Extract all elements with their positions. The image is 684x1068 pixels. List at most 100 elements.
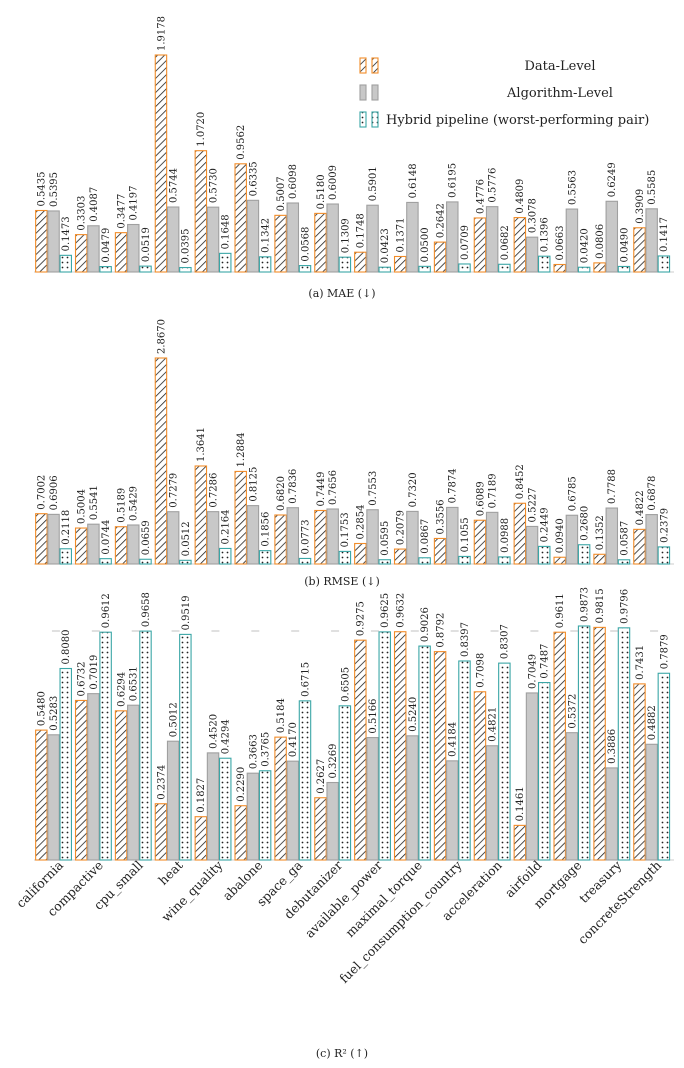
chart-caption: (b) RMSE (↓) bbox=[304, 575, 380, 588]
data-label-data-level-heat: 2.8670 bbox=[156, 319, 167, 354]
data-label-algorithm-level-compactive: 0.4087 bbox=[89, 187, 100, 222]
bar-data-level-concreteStrength bbox=[633, 683, 646, 861]
bar-hybrid-cpu_small bbox=[139, 558, 152, 565]
bar-algorithm-level-california bbox=[47, 513, 60, 565]
bar-data-level-heat bbox=[154, 357, 168, 565]
bar-hybrid-compactive bbox=[99, 266, 112, 273]
bar-algorithm-level-airfoild bbox=[525, 525, 539, 565]
bar-algorithm-level-available_power bbox=[366, 509, 379, 565]
data-label-data-level-airfoild: 0.8452 bbox=[515, 464, 526, 499]
data-label-data-level-california: 0.5435 bbox=[37, 172, 48, 207]
bar-algorithm-level-compactive bbox=[87, 693, 100, 861]
data-label-algorithm-level-heat: 0.5744 bbox=[169, 168, 180, 203]
data-label-hybrid-space_ga: 0.0568 bbox=[300, 227, 311, 262]
bar-data-level-heat bbox=[154, 803, 168, 861]
data-label-hybrid-available_power: 0.0423 bbox=[380, 228, 391, 263]
bar-hybrid-treasury bbox=[617, 627, 631, 861]
bar-data-level-concreteStrength bbox=[633, 528, 646, 565]
bar-algorithm-level-abalone bbox=[246, 199, 260, 273]
data-label-algorithm-level-concreteStrength: 0.4882 bbox=[647, 705, 658, 740]
data-label-algorithm-level-fuel_consumption_country: 0.6195 bbox=[448, 163, 459, 198]
bar-algorithm-level-fuel_consumption_country bbox=[446, 506, 459, 565]
data-label-data-level-mortgage: 0.0940 bbox=[555, 518, 566, 553]
data-label-algorithm-level-treasury: 0.6249 bbox=[607, 162, 618, 197]
bar-hybrid-heat bbox=[179, 559, 192, 565]
data-label-algorithm-level-mortgage: 0.6785 bbox=[567, 476, 578, 511]
bar-hybrid-mortgage bbox=[577, 625, 591, 861]
chart-caption: (a) MAE (↓) bbox=[308, 287, 375, 300]
data-label-hybrid-available_power: 0.0595 bbox=[380, 521, 391, 556]
data-label-data-level-airfoild: 0.4809 bbox=[515, 179, 526, 214]
data-label-data-level-california: 0.7002 bbox=[37, 475, 48, 510]
bar-hybrid-available_power bbox=[378, 266, 391, 273]
bar-algorithm-level-cpu_small bbox=[127, 223, 140, 273]
data-label-data-level-treasury: 0.9815 bbox=[595, 588, 606, 623]
bar-algorithm-level-heat bbox=[166, 206, 180, 273]
data-label-data-level-debutanizer: 0.7449 bbox=[316, 471, 327, 506]
data-label-algorithm-level-maximal_torque: 0.6148 bbox=[408, 163, 419, 198]
bar-data-level-wine_quality bbox=[194, 816, 208, 861]
bar-data-level-treasury bbox=[593, 553, 606, 565]
bar-data-level-debutanizer bbox=[314, 212, 327, 273]
bar-algorithm-level-concreteStrength bbox=[645, 208, 658, 273]
data-label-algorithm-level-airfoild: 0.5227 bbox=[527, 487, 538, 522]
bar-hybrid-space_ga bbox=[298, 700, 312, 861]
data-label-hybrid-mortgage: 0.2680 bbox=[580, 506, 591, 541]
data-label-hybrid-wine_quality: 0.2164 bbox=[221, 509, 232, 544]
data-label-hybrid-cpu_small: 0.9658 bbox=[141, 592, 152, 627]
data-label-algorithm-level-cpu_small: 0.5429 bbox=[129, 486, 140, 521]
bar-algorithm-level-acceleration bbox=[485, 745, 499, 861]
bar-data-level-abalone bbox=[234, 805, 247, 861]
bar-algorithm-level-concreteStrength bbox=[645, 514, 658, 565]
bar-hybrid-mortgage bbox=[577, 266, 591, 273]
bar-data-level-cpu_small bbox=[114, 232, 128, 273]
bar-algorithm-level-heat bbox=[166, 511, 180, 565]
data-label-hybrid-cpu_small: 0.0659 bbox=[141, 520, 152, 555]
bar-hybrid-concreteStrength bbox=[657, 255, 671, 273]
data-label-data-level-wine_quality: 1.3641 bbox=[196, 427, 207, 462]
bar-data-level-debutanizer bbox=[314, 797, 327, 861]
bar-hybrid-airfoild bbox=[537, 545, 551, 565]
legend: Data-Level Algorithm-Level Hybrid pipeline… bbox=[359, 57, 649, 128]
data-label-algorithm-level-space_ga: 0.4170 bbox=[288, 722, 299, 757]
data-label-hybrid-space_ga: 0.6715 bbox=[300, 662, 311, 697]
data-label-data-level-abalone: 0.2290 bbox=[236, 767, 247, 802]
bar-data-level-compactive bbox=[74, 699, 88, 861]
bar-hybrid-abalone bbox=[258, 770, 272, 861]
data-label-algorithm-level-space_ga: 0.7836 bbox=[288, 469, 299, 504]
bar-data-level-treasury bbox=[593, 626, 606, 861]
bar-hybrid-california bbox=[59, 254, 72, 273]
bar-hybrid-debutanizer bbox=[338, 705, 352, 861]
bar-hybrid-heat bbox=[179, 633, 192, 861]
data-label-hybrid-debutanizer: 0.1309 bbox=[340, 218, 351, 253]
bar-data-level-abalone bbox=[234, 470, 247, 565]
data-label-hybrid-fuel_consumption_country: 0.8397 bbox=[460, 622, 471, 657]
bar-data-level-space_ga bbox=[274, 514, 287, 565]
data-label-algorithm-level-concreteStrength: 0.6878 bbox=[647, 476, 658, 511]
data-label-data-level-debutanizer: 0.2627 bbox=[316, 759, 327, 794]
data-label-algorithm-level-acceleration: 0.5776 bbox=[488, 168, 499, 203]
bar-data-level-california bbox=[35, 209, 48, 273]
bar-algorithm-level-acceleration bbox=[485, 206, 499, 273]
data-label-algorithm-level-acceleration: 0.7189 bbox=[488, 473, 499, 508]
data-label-data-level-mortgage: 0.9611 bbox=[555, 593, 566, 628]
data-label-hybrid-maximal_torque: 0.0500 bbox=[420, 227, 431, 262]
data-label-algorithm-level-concreteStrength: 0.5585 bbox=[647, 170, 658, 205]
legend-swatch bbox=[359, 84, 367, 101]
bar-algorithm-level-wine_quality bbox=[206, 206, 220, 273]
bar-hybrid-available_power bbox=[378, 559, 391, 565]
data-label-algorithm-level-available_power: 0.5166 bbox=[368, 699, 379, 734]
bar-hybrid-heat bbox=[179, 266, 192, 273]
data-label-data-level-acceleration: 0.6089 bbox=[475, 481, 486, 516]
data-label-algorithm-level-cpu_small: 0.6531 bbox=[129, 666, 140, 701]
data-label-hybrid-acceleration: 0.0682 bbox=[500, 225, 511, 260]
data-label-algorithm-level-abalone: 0.3663 bbox=[248, 734, 259, 769]
data-label-algorithm-level-debutanizer: 0.3269 bbox=[328, 744, 339, 779]
bar-hybrid-acceleration bbox=[498, 556, 511, 565]
legend-label: Hybrid pipeline (worst-performing pair) bbox=[386, 113, 649, 128]
chart-panels: 0.5435 0.3303 0.3477 1.9178 1.0720 0.9562 0.50… bbox=[13, 16, 674, 1060]
data-label-data-level-space_ga: 0.5184 bbox=[276, 698, 287, 733]
data-label-algorithm-level-mortgage: 0.5372 bbox=[567, 694, 578, 729]
data-label-data-level-abalone: 1.2884 bbox=[236, 432, 247, 467]
data-label-hybrid-space_ga: 0.0773 bbox=[300, 519, 311, 554]
